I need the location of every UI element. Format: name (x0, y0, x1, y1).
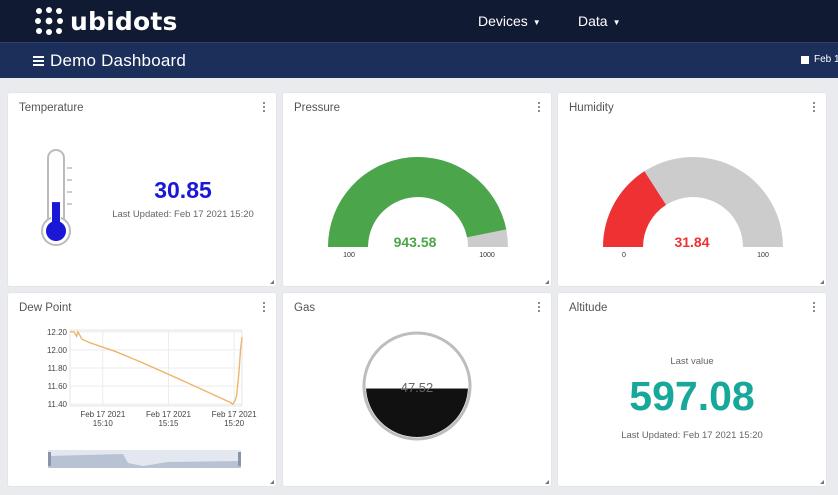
x-tick-date: Feb 17 2021 (80, 410, 125, 419)
ubidots-logo[interactable]: ubidots (34, 6, 178, 36)
pressure-gauge: 943.58 100 1000 (328, 157, 508, 259)
last-updated-text: Last Updated: Feb 17 2021 15:20 (112, 209, 254, 220)
date-range-label: Feb 1 (814, 54, 838, 65)
kebab-menu-icon[interactable] (812, 102, 816, 114)
gauge-max-label: 100 (757, 252, 769, 259)
nav-devices-label: Devices (478, 13, 528, 29)
last-value-caption: Last value (670, 356, 714, 367)
last-updated-text: Last Updated: Feb 17 2021 15:20 (621, 430, 763, 441)
x-tick-time: 15:15 (158, 419, 179, 428)
altitude-value: 597.08 (629, 373, 755, 419)
widget-title: Temperature (19, 102, 84, 114)
nav-data-label: Data (578, 13, 608, 29)
y-tick-label: 12.00 (47, 346, 68, 355)
navigator-left-handle (48, 452, 51, 466)
kebab-menu-icon[interactable] (537, 102, 541, 114)
caret-down-icon: ▼ (612, 17, 621, 27)
widget-temperature: Temperature 30.85 Last Updated: Feb 17 2… (8, 93, 276, 286)
hamburger-menu-icon[interactable] (33, 56, 44, 66)
ubidots-logo-icon (35, 7, 63, 35)
top-navbar: ubidots Devices ▼ Data ▼ (0, 0, 838, 42)
nav-devices-dropdown[interactable]: Devices ▼ (478, 0, 541, 42)
resize-handle-icon[interactable] (270, 480, 274, 484)
x-tick-time: 15:20 (224, 419, 245, 428)
gauge-fill (603, 171, 666, 247)
resize-handle-icon[interactable] (270, 280, 274, 284)
gas-value: 47.52 (401, 380, 434, 395)
caret-down-icon: ▼ (532, 17, 541, 27)
y-tick-label: 11.40 (48, 400, 68, 409)
x-tick-date: Feb 17 2021 (146, 410, 191, 419)
widget-humidity: Humidity 31.84 0 100 (558, 93, 826, 286)
y-tick-label: 11.60 (48, 382, 68, 391)
gauge-min-label: 0 (622, 252, 626, 259)
widget-title: Pressure (294, 102, 341, 114)
widget-dew-point: Dew Point 12.20 12.00 11.80 11.60 11.40 Feb 1… (8, 293, 276, 486)
kebab-menu-icon[interactable] (262, 102, 266, 114)
temperature-value: 30.85 (154, 177, 212, 203)
x-tick-date: Feb 17 2021 (212, 410, 257, 419)
resize-handle-icon[interactable] (820, 280, 824, 284)
logo-text: ubidots (70, 6, 178, 36)
dashboard-title: Demo Dashboard (50, 51, 187, 70)
chart-range-navigator[interactable] (48, 450, 241, 468)
y-tick-label: 11.80 (48, 364, 68, 373)
gas-tank-indicator: 47.52 (362, 331, 472, 441)
nav-data-dropdown[interactable]: Data ▼ (578, 0, 621, 42)
gauge-value: 31.84 (674, 234, 709, 250)
kebab-menu-icon[interactable] (262, 302, 266, 314)
navigator-right-handle (238, 452, 241, 466)
gauge-min-label: 100 (343, 252, 355, 259)
widget-pressure: Pressure 943.58 100 1000 (283, 93, 551, 286)
widget-title: Dew Point (19, 302, 72, 314)
gauge-max-label: 1000 (479, 252, 495, 259)
widget-title: Gas (294, 302, 316, 314)
date-range-picker[interactable]: Feb 1 (801, 54, 838, 65)
thermometer-icon (41, 149, 72, 246)
tank-fill (366, 388, 468, 437)
gauge-value: 943.58 (394, 234, 437, 250)
widget-title: Altitude (569, 302, 608, 314)
y-tick-label: 12.20 (47, 328, 68, 337)
kebab-menu-icon[interactable] (812, 302, 816, 314)
dashboard-header: Demo Dashboard Feb 1 (0, 42, 838, 78)
x-tick-time: 15:10 (93, 419, 114, 428)
kebab-menu-icon[interactable] (537, 302, 541, 314)
resize-handle-icon[interactable] (545, 280, 549, 284)
widget-altitude: Altitude Last value 597.08 Last Updated:… (558, 293, 826, 486)
calendar-icon (801, 55, 809, 64)
widget-title: Humidity (569, 102, 614, 114)
gauge-fill (328, 157, 507, 247)
resize-handle-icon[interactable] (545, 480, 549, 484)
resize-handle-icon[interactable] (820, 480, 824, 484)
widget-gas: Gas 47.52 (283, 293, 551, 486)
humidity-gauge: 31.84 0 100 (603, 157, 783, 259)
dew-point-series-line (70, 329, 243, 406)
